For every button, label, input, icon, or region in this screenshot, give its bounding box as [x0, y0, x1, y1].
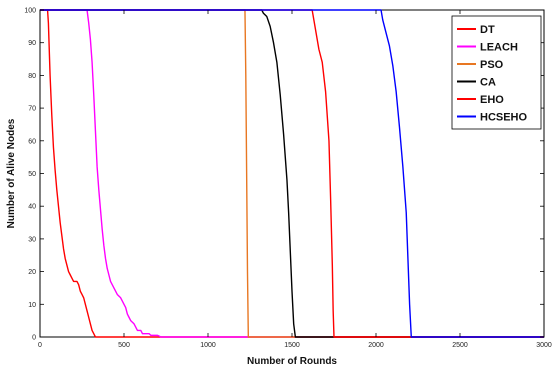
y-tick-label: 50 [28, 171, 36, 178]
x-axis-label: Number of Rounds [247, 356, 337, 367]
series-line-eho [40, 9, 544, 338]
legend: DT LEACH PSO CA EHO HCSEHO [451, 15, 542, 130]
x-tick-label: 500 [118, 342, 130, 349]
x-tick-label: 1000 [200, 342, 216, 349]
series-line-dt [40, 9, 544, 338]
x-tick-label: 2500 [452, 342, 468, 349]
y-tick-label: 20 [28, 269, 36, 276]
y-tick-label: 30 [28, 236, 36, 243]
series-line-leach [40, 9, 544, 338]
series-layer [40, 9, 544, 338]
y-tick-label: 40 [28, 204, 36, 211]
legend-label-hcseho: HCSEHO [480, 112, 528, 124]
y-tick-label: 90 [28, 40, 36, 47]
y-tick-label: 80 [28, 73, 36, 80]
y-tick-label: 60 [28, 138, 36, 145]
series-line-ca [40, 9, 544, 338]
y-axis-label: Number of Alive Nodes [6, 118, 17, 228]
series-line-hcseho [40, 9, 544, 338]
legend-box [451, 15, 542, 130]
x-tick-label: 3000 [536, 342, 552, 349]
legend-label-dt: DT [480, 24, 495, 36]
legend-label-ca: CA [480, 77, 496, 89]
y-tick-label: 100 [24, 8, 36, 15]
legend-label-eho: EHO [480, 94, 504, 106]
y-tick-label: 70 [28, 106, 36, 113]
x-tick-label: 0 [38, 342, 42, 349]
x-tick-label: 2000 [368, 342, 384, 349]
y-tick-label: 10 [28, 302, 36, 309]
legend-label-pso: PSO [480, 59, 504, 71]
ticks-layer: 0 500 1000 1500 2000 2500 3000 0 10 20 30 40 50 60 70 8… [24, 8, 552, 350]
x-tick-label: 1500 [284, 342, 300, 349]
legend-label-leach: LEACH [480, 42, 518, 54]
y-tick-label: 0 [32, 335, 36, 342]
